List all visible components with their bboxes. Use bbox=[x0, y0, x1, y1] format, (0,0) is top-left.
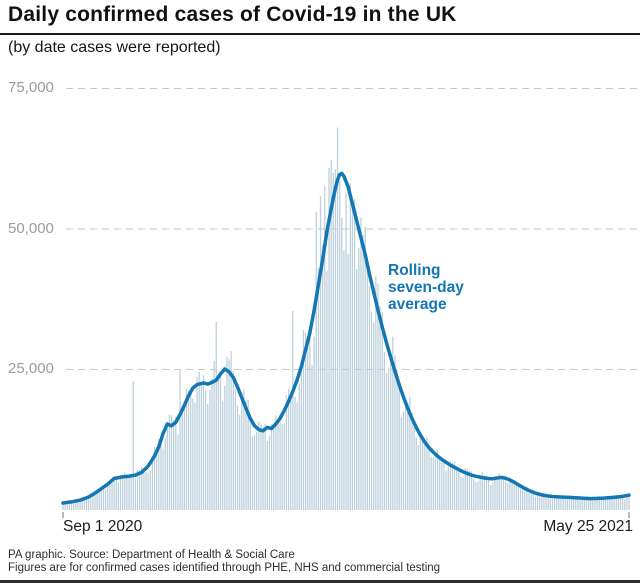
y-axis-label-75000: 75,000 bbox=[8, 79, 54, 96]
annotation-line-3: average bbox=[388, 296, 447, 313]
y-axis-label-25000: 25,000 bbox=[8, 360, 54, 377]
chart-subtitle: (by date cases were reported) bbox=[8, 39, 221, 56]
rolling-average-annotation: Rolling seven-day average bbox=[388, 262, 464, 313]
annotation-line-2: seven-day bbox=[388, 279, 464, 296]
source-credit-line: PA graphic. Source: Department of Health… bbox=[8, 549, 295, 561]
y-axis-label-50000: 50,000 bbox=[8, 220, 54, 237]
page-title: Daily confirmed cases of Covid-19 in the… bbox=[8, 3, 457, 26]
bottom-border-rule bbox=[0, 580, 640, 583]
title-divider bbox=[0, 33, 640, 35]
annotation-line-1: Rolling bbox=[388, 262, 441, 279]
x-axis-end-label: May 25 2021 bbox=[543, 518, 633, 535]
source-note-line: Figures are for confirmed cases identifi… bbox=[8, 562, 441, 574]
x-axis-start-label: Sep 1 2020 bbox=[63, 518, 143, 535]
